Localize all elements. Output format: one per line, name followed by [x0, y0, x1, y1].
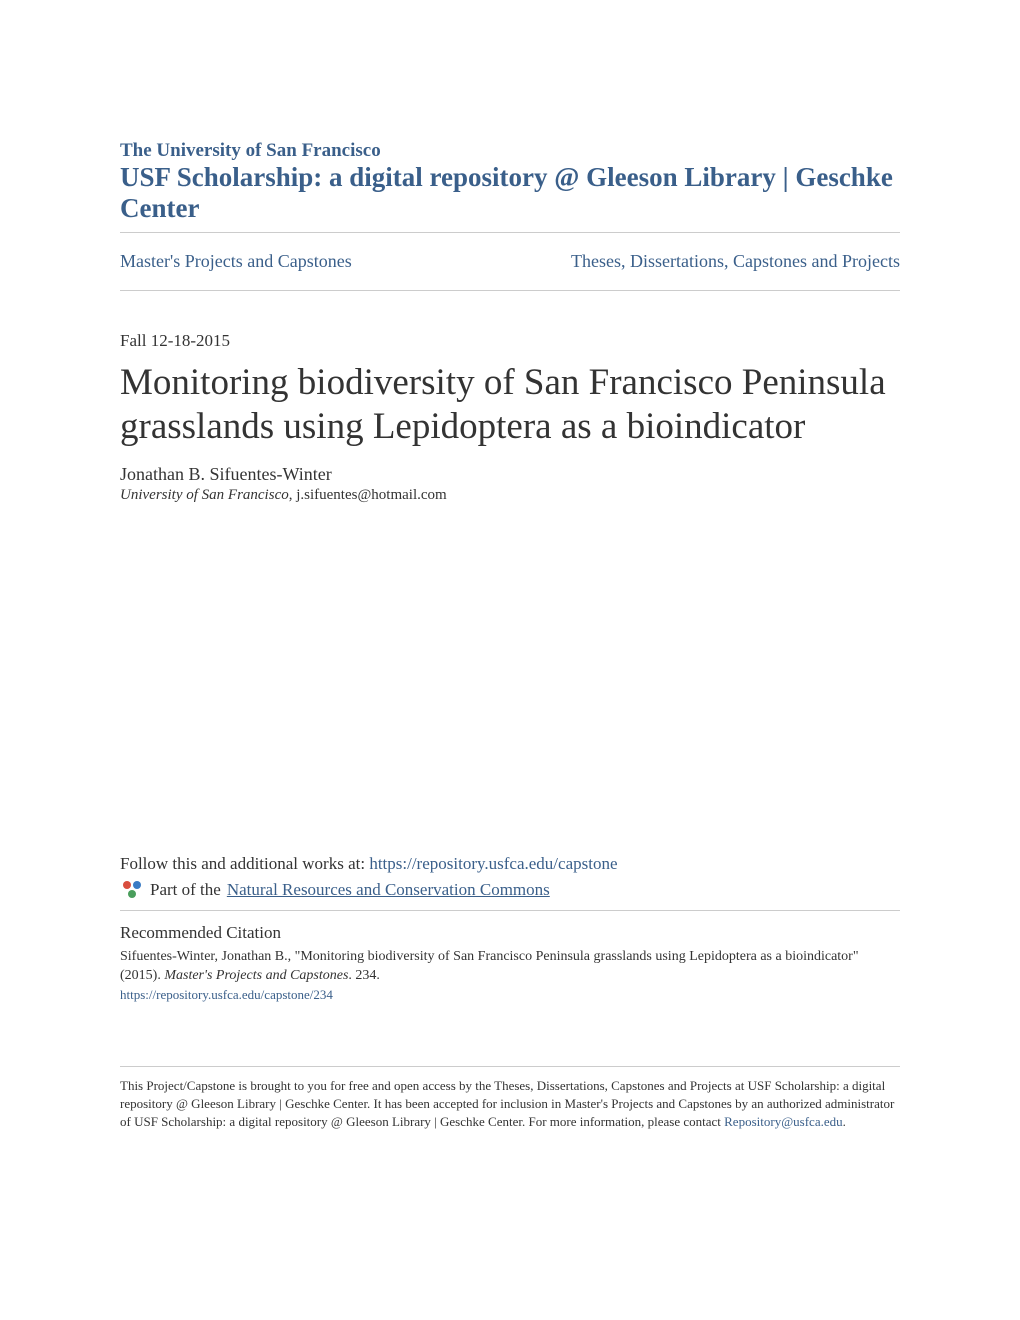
university-name: The University of San Francisco [120, 140, 900, 162]
breadcrumb-divider [120, 290, 900, 291]
citation-body-2: . 234. [348, 968, 380, 983]
repository-name[interactable]: USF Scholarship: a digital repository @ … [120, 162, 900, 224]
citation-permalink[interactable]: https://repository.usfca.edu/capstone/23… [120, 987, 333, 1002]
affiliation-email: , j.sifuentes@hotmail.com [289, 487, 447, 503]
follow-section: Follow this and additional works at: htt… [120, 854, 900, 902]
part-of-section: Part of the Natural Resources and Conser… [120, 878, 900, 902]
follow-works-link[interactable]: https://repository.usfca.edu/capstone [369, 854, 617, 873]
breadcrumb-section: Master's Projects and Capstones Theses, … [120, 239, 900, 284]
citation-series: Master's Projects and Capstones [164, 968, 348, 983]
breadcrumb-parent-link[interactable]: Theses, Dissertations, Capstones and Pro… [571, 251, 900, 272]
paper-title: Monitoring biodiversity of San Francisco… [120, 361, 900, 450]
affiliation-institution: University of San Francisco [120, 487, 289, 503]
publication-date: Fall 12-18-2015 [120, 331, 900, 351]
page-container: The University of San Francisco USF Scho… [0, 0, 1020, 1171]
breadcrumb-collection-link[interactable]: Master's Projects and Capstones [120, 251, 352, 272]
header-section: The University of San Francisco USF Scho… [120, 140, 900, 224]
citation-heading: Recommended Citation [120, 923, 900, 943]
footer-contact-link[interactable]: Repository@usfca.edu [724, 1114, 842, 1129]
part-of-prefix: Part of the [150, 880, 221, 900]
follow-prefix: Follow this and additional works at: [120, 854, 369, 873]
author-name: Jonathan B. Sifuentes-Winter [120, 464, 900, 485]
header-divider [120, 232, 900, 233]
author-affiliation: University of San Francisco, j.sifuentes… [120, 487, 900, 504]
network-commons-icon [120, 878, 144, 902]
footer-text-2: . [843, 1114, 846, 1129]
citation-text: Sifuentes-Winter, Jonathan B., "Monitori… [120, 947, 900, 1006]
footer-section: This Project/Capstone is brought to you … [120, 1066, 900, 1132]
commons-category-link[interactable]: Natural Resources and Conservation Commo… [227, 880, 550, 900]
citation-divider [120, 910, 900, 911]
